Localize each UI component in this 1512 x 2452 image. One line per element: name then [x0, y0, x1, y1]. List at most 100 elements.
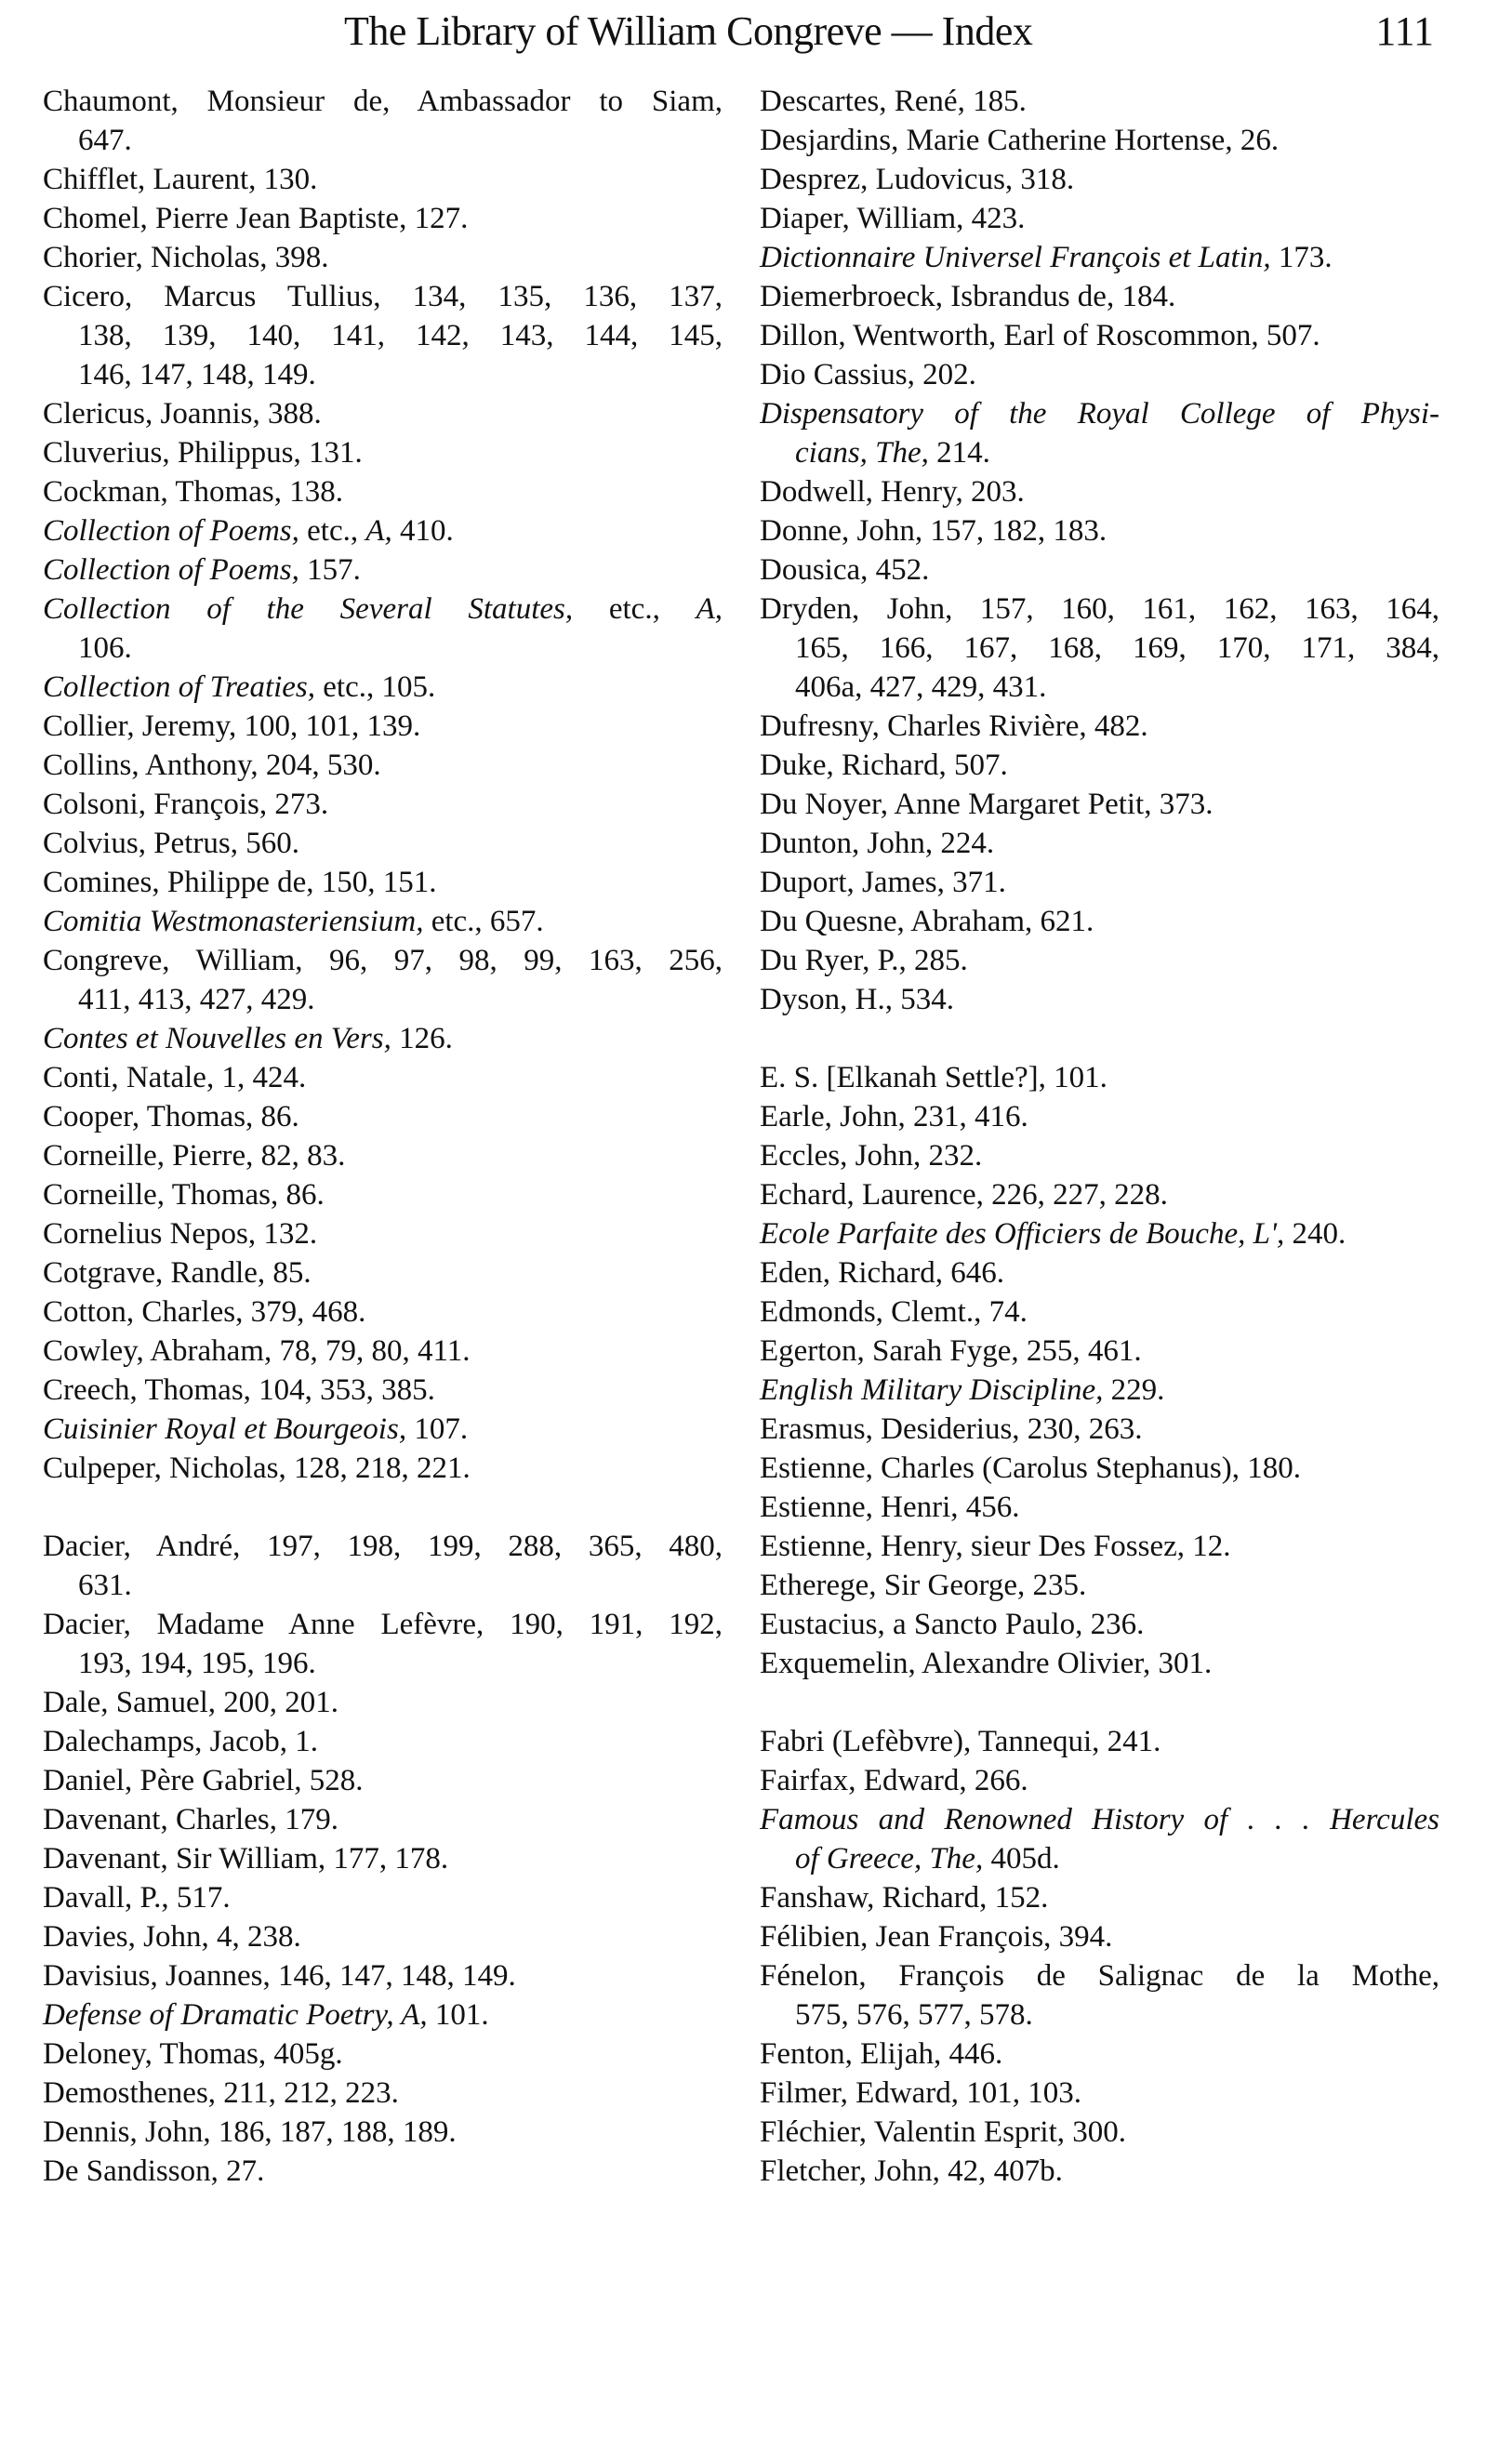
- entry-text: Dunton, John, 224.: [760, 827, 995, 860]
- entry-text: Creech, Thomas, 104, 353, 385.: [43, 1373, 435, 1407]
- entry-text: Cotgrave, Randle, 85.: [43, 1256, 312, 1290]
- index-entry: Du Noyer, Anne Margaret Petit, 373.: [760, 785, 1439, 824]
- entry-text: Daniel, Père Gabriel, 528.: [43, 1764, 364, 1797]
- entry-text: Cotton, Charles, 379, 468.: [43, 1295, 366, 1329]
- index-entry-continuation: of Greece, The, 405d.: [760, 1839, 1439, 1878]
- index-entry: Fénelon, François de Salignac de la Moth…: [760, 1956, 1439, 1995]
- italic-title-text: Dictionnaire Universel François et Latin…: [760, 241, 1271, 274]
- index-entry: Collection of Treaties, etc., 105.: [43, 668, 723, 707]
- entry-text: 411, 413, 427, 429.: [78, 983, 315, 1016]
- italic-title-text: A,: [696, 592, 723, 626]
- entry-text: Davisius, Joannes, 146, 147, 148, 149.: [43, 1959, 516, 1993]
- entry-text: De Sandisson, 27.: [43, 2154, 265, 2188]
- entry-text: Fabri (Lefèbvre), Tannequi, 241.: [760, 1725, 1161, 1758]
- blank-line: [760, 1683, 1439, 1722]
- index-entry: Chifflet, Laurent, 130.: [43, 160, 723, 199]
- index-entry: Filmer, Edward, 101, 103.: [760, 2074, 1439, 2113]
- index-entry: Dacier, Madame Anne Lefèvre, 190, 191, 1…: [43, 1605, 723, 1644]
- entry-text: etc., 657.: [423, 905, 544, 938]
- index-entry: Cotton, Charles, 379, 468.: [43, 1292, 723, 1332]
- entry-text: Earle, John, 231, 416.: [760, 1100, 1028, 1133]
- italic-title-text: cians, The,: [795, 436, 929, 470]
- index-entry: Dalechamps, Jacob, 1.: [43, 1722, 723, 1761]
- entry-text: Chaumont, Monsieur de, Ambassador to Sia…: [43, 85, 723, 118]
- entry-text: Corneille, Pierre, 82, 83.: [43, 1139, 346, 1173]
- italic-title-text: Collection of Poems,: [43, 514, 299, 548]
- index-entry: English Military Discipline, 229.: [760, 1371, 1439, 1410]
- entry-text: Dodwell, Henry, 203.: [760, 475, 1025, 509]
- index-entry: Cotgrave, Randle, 85.: [43, 1253, 723, 1292]
- entry-text: Chorier, Nicholas, 398.: [43, 241, 329, 274]
- entry-text: Estienne, Henry, sieur Des Fossez, 12.: [760, 1530, 1231, 1563]
- italic-title-text: Collection of Poems,: [43, 553, 299, 587]
- index-entry: Davies, John, 4, 238.: [43, 1917, 723, 1956]
- index-entry: Deloney, Thomas, 405g.: [43, 2034, 723, 2074]
- entry-text: 406a, 427, 429, 431.: [795, 670, 1047, 704]
- entry-text: Dufresny, Charles Rivière, 482.: [760, 709, 1148, 743]
- index-entry: Estienne, Charles (Carolus Stephanus), 1…: [760, 1449, 1439, 1488]
- index-entry: Davall, P., 517.: [43, 1878, 723, 1917]
- entry-text: Dryden, John, 157, 160, 161, 162, 163, 1…: [760, 592, 1439, 626]
- index-entry: Defense of Dramatic Poetry, A, 101.: [43, 1995, 723, 2034]
- entry-text: Diemerbroeck, Isbrandus de, 184.: [760, 280, 1176, 313]
- index-entry-continuation: 631.: [43, 1566, 723, 1605]
- entry-text: Dale, Samuel, 200, 201.: [43, 1686, 339, 1719]
- blank-line: [43, 1488, 723, 1527]
- entry-text: E. S. [Elkanah Settle?], 101.: [760, 1061, 1107, 1094]
- entry-text: Eccles, John, 232.: [760, 1139, 983, 1173]
- index-entry: Dufresny, Charles Rivière, 482.: [760, 707, 1439, 746]
- index-entry-continuation: 575, 576, 577, 578.: [760, 1995, 1439, 2034]
- entry-text: Collins, Anthony, 204, 530.: [43, 749, 381, 782]
- entry-text: Eden, Richard, 646.: [760, 1256, 1005, 1290]
- entry-text: Descartes, René, 185.: [760, 85, 1027, 118]
- index-entry: Dispensatory of the Royal College of Phy…: [760, 394, 1439, 433]
- index-entry: Desjardins, Marie Catherine Hortense, 26…: [760, 121, 1439, 160]
- index-entry: Etherege, Sir George, 235.: [760, 1566, 1439, 1605]
- index-entry: Fléchier, Valentin Esprit, 300.: [760, 2113, 1439, 2152]
- index-entry: Cockman, Thomas, 138.: [43, 472, 723, 511]
- entry-text: Donne, John, 157, 182, 183.: [760, 514, 1107, 548]
- index-entry: Collection of the Several Statutes, etc.…: [43, 590, 723, 629]
- index-entry-continuation: 411, 413, 427, 429.: [43, 980, 723, 1019]
- index-entry: Collection of Poems, etc., A, 410.: [43, 511, 723, 550]
- index-entry-continuation: 193, 194, 195, 196.: [43, 1644, 723, 1683]
- entry-text: Comines, Philippe de, 150, 151.: [43, 866, 437, 899]
- entry-text: etc., 105.: [315, 670, 436, 704]
- index-entry: Dodwell, Henry, 203.: [760, 472, 1439, 511]
- index-entry: Fletcher, John, 42, 407b.: [760, 2152, 1439, 2191]
- entry-text: Duke, Richard, 507.: [760, 749, 1008, 782]
- index-entry: Eccles, John, 232.: [760, 1136, 1439, 1175]
- index-entry: Collier, Jeremy, 100, 101, 139.: [43, 707, 723, 746]
- entry-text: Chifflet, Laurent, 130.: [43, 163, 318, 196]
- entry-text: 240.: [1284, 1217, 1346, 1251]
- italic-title-text: of Greece, The,: [795, 1842, 984, 1875]
- index-entry: Ecole Parfaite des Officiers de Bouche, …: [760, 1214, 1439, 1253]
- index-entry: Colsoni, François, 273.: [43, 785, 723, 824]
- entry-text: Culpeper, Nicholas, 128, 218, 221.: [43, 1451, 471, 1485]
- index-entry-continuation: 146, 147, 148, 149.: [43, 355, 723, 394]
- index-entry-continuation: 406a, 427, 429, 431.: [760, 668, 1439, 707]
- entry-text: Davenant, Sir William, 177, 178.: [43, 1842, 449, 1875]
- index-entry: Fanshaw, Richard, 152.: [760, 1878, 1439, 1917]
- entry-text: Du Quesne, Abraham, 621.: [760, 905, 1094, 938]
- entry-text: Fénelon, François de Salignac de la Moth…: [760, 1959, 1439, 1993]
- entry-text: 107.: [406, 1412, 469, 1446]
- index-entry: Comines, Philippe de, 150, 151.: [43, 863, 723, 902]
- index-entry: Davenant, Charles, 179.: [43, 1800, 723, 1839]
- index-entry: Fenton, Elijah, 446.: [760, 2034, 1439, 2074]
- index-entry: Congreve, William, 96, 97, 98, 99, 163, …: [43, 941, 723, 980]
- entry-text: Clericus, Joannis, 388.: [43, 397, 322, 431]
- index-entry: Collins, Anthony, 204, 530.: [43, 746, 723, 785]
- index-entry: Cornelius Nepos, 132.: [43, 1214, 723, 1253]
- entry-text: Eustacius, a Sancto Paulo, 236.: [760, 1608, 1145, 1641]
- entry-text: Conti, Natale, 1, 424.: [43, 1061, 307, 1094]
- entry-text: etc.,: [573, 592, 696, 626]
- index-entry: Echard, Laurence, 226, 227, 228.: [760, 1175, 1439, 1214]
- blank-line: [760, 1019, 1439, 1058]
- index-entry-continuation: cians, The, 214.: [760, 433, 1439, 472]
- italic-title-text: Ecole Parfaite des Officiers de Bouche, …: [760, 1217, 1285, 1251]
- entry-text: Fanshaw, Richard, 152.: [760, 1881, 1049, 1915]
- index-entry: Donne, John, 157, 182, 183.: [760, 511, 1439, 550]
- index-entry: Estienne, Henry, sieur Des Fossez, 12.: [760, 1527, 1439, 1566]
- index-entry: Eden, Richard, 646.: [760, 1253, 1439, 1292]
